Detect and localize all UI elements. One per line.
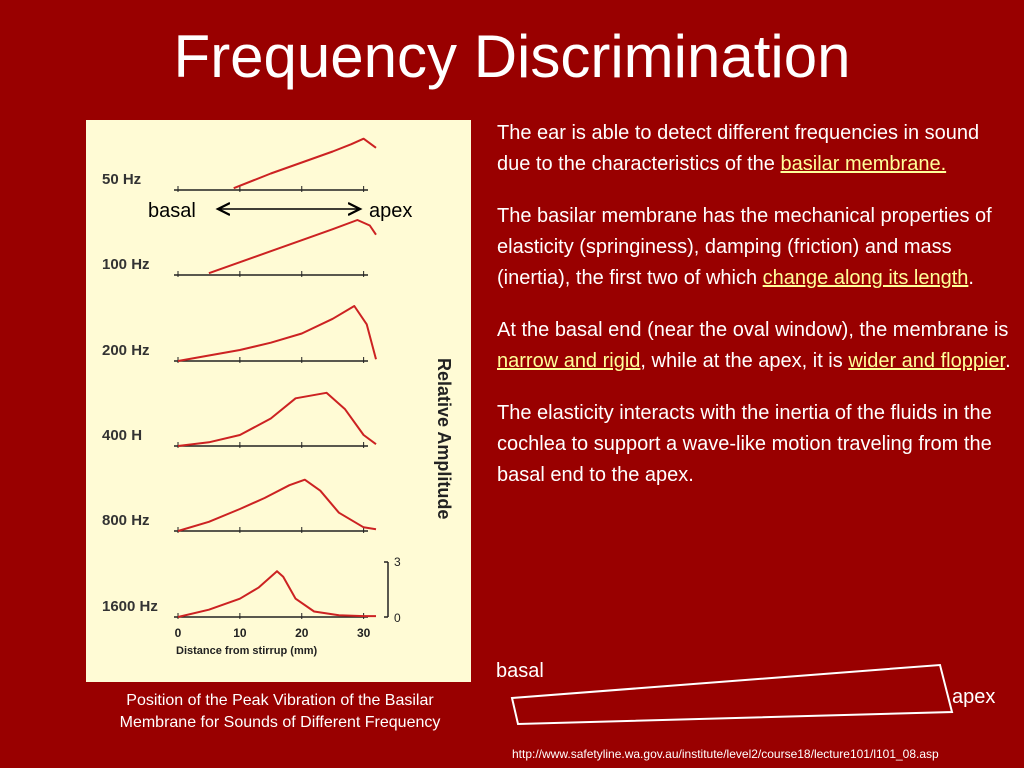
membrane-apex-label: apex	[952, 686, 996, 708]
series-line	[233, 137, 377, 190]
p3-end: .	[1005, 350, 1011, 372]
series-row: 100 Hz	[102, 219, 377, 277]
membrane-shape	[510, 663, 954, 726]
series-row: 50 Hz	[102, 137, 377, 192]
series-line	[177, 391, 377, 447]
apex-direction-label: apex	[369, 200, 412, 222]
y-tick-label: 3	[394, 555, 401, 569]
series-line	[208, 219, 377, 275]
text-panel: The ear is able to detect different freq…	[497, 118, 1017, 512]
amplitude-chart: 50 Hz 100 Hz 200 Hz 400 H 800 Hz 1600 Hz 0 10 20…	[102, 137, 454, 657]
basilar-membrane-link[interactable]: basilar membrane.	[780, 153, 947, 175]
p1-text: The ear is able to detect different freq…	[497, 122, 980, 175]
paragraph-3: At the basal end (near the oval window),…	[497, 315, 1017, 377]
y-tick-label: 0	[394, 611, 401, 625]
series-label: 200 Hz	[102, 342, 150, 359]
x-tick-label: 10	[233, 626, 247, 640]
figure-caption: Position of the Peak Vibration of the Ba…	[119, 692, 441, 731]
series-label: 400 H	[102, 427, 142, 444]
source-url[interactable]: http://www.safetyline.wa.gov.au/institut…	[512, 747, 939, 761]
series-row: 400 H	[102, 391, 377, 448]
series-line	[177, 570, 376, 618]
slide-title: Frequency Discrimination	[173, 23, 851, 90]
wider-floppier-link[interactable]: wider and floppier	[848, 350, 1006, 372]
x-axis-label: Distance from stirrup (mm)	[176, 645, 318, 657]
p3-mid: , while at the apex, it is	[640, 350, 849, 372]
x-tick-label: 0	[175, 626, 182, 640]
chart-figure: 50 Hz 100 Hz 200 Hz 400 H 800 Hz 1600 Hz 0 10 20…	[86, 120, 471, 682]
p3-text: At the basal end (near the oval window),…	[497, 319, 1009, 341]
series-label: 50 Hz	[102, 171, 141, 188]
series-label: 1600 Hz	[102, 598, 158, 615]
y-axis-label: Relative Amplitude	[434, 358, 454, 519]
paragraph-4: The elasticity interacts with the inerti…	[497, 402, 992, 486]
basal-direction-label: basal	[148, 200, 196, 222]
series-label: 800 Hz	[102, 512, 150, 529]
paragraph-2: The basilar membrane has the mechanical …	[497, 201, 1017, 294]
paragraph-1: The ear is able to detect different freq…	[497, 118, 1017, 180]
series-row: 200 Hz	[102, 305, 377, 363]
x-tick-label: 30	[357, 626, 371, 640]
p2-text: The basilar membrane has the mechanical …	[497, 205, 992, 289]
series-row: 1600 Hz	[102, 570, 376, 619]
p2-end: .	[968, 267, 974, 289]
series-line	[177, 478, 377, 532]
membrane-basal-label: basal	[496, 660, 544, 682]
series-label: 100 Hz	[102, 256, 150, 273]
change-along-length-link[interactable]: change along its length	[762, 267, 969, 289]
series-row: 800 Hz	[102, 478, 377, 533]
narrow-rigid-link[interactable]: narrow and rigid	[497, 350, 641, 372]
series-line	[177, 305, 377, 362]
x-tick-label: 20	[295, 626, 309, 640]
